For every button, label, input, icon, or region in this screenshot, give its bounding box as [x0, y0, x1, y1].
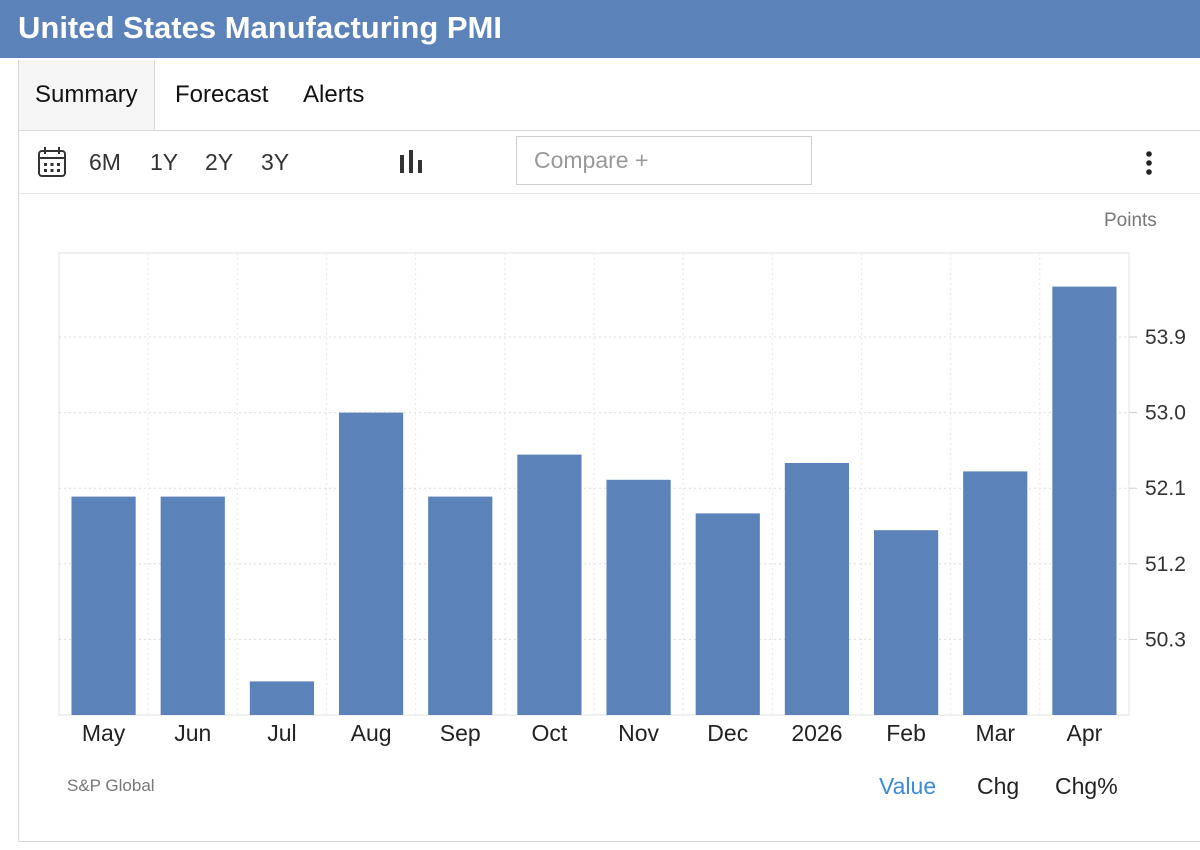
- x-tick-label: Nov: [618, 720, 659, 746]
- x-tick-label: May: [82, 720, 126, 746]
- bar-jul: [249, 681, 315, 715]
- y-tick-label: 53.9: [1145, 326, 1186, 349]
- page-title: United States Manufacturing PMI: [18, 10, 502, 45]
- y-tick-label: 52.1: [1145, 477, 1186, 500]
- bar-2026: [784, 463, 850, 715]
- bar-may: [71, 496, 136, 715]
- tab-summary[interactable]: Summary: [19, 60, 155, 130]
- view-value-button[interactable]: Value: [879, 773, 937, 799]
- source-label: S&P Global: [67, 776, 155, 795]
- calendar-icon[interactable]: [37, 146, 67, 178]
- x-tick-label: 2026: [791, 720, 842, 746]
- compare-input[interactable]: [532, 137, 806, 184]
- range-6m-button[interactable]: 6M: [89, 149, 121, 175]
- range-3y-button[interactable]: 3Y: [261, 149, 290, 175]
- view-chg-percent-button[interactable]: Chg%: [1055, 773, 1118, 799]
- view-chg-button[interactable]: Chg: [977, 773, 1020, 799]
- range-2y-button[interactable]: 2Y: [205, 149, 234, 175]
- x-tick-label: Dec: [707, 720, 748, 746]
- tab-alerts[interactable]: Alerts: [303, 81, 365, 108]
- bar-chart: 50.3 51.2 52.1 53.0 53.9 May Jun Jul Aug Sep Oct No…: [58, 252, 1186, 746]
- bar-chart-icon[interactable]: [399, 149, 423, 175]
- x-tick-label: Apr: [1067, 720, 1103, 746]
- bar-jun: [160, 496, 225, 715]
- bar-sep: [428, 496, 493, 715]
- range-1y-button[interactable]: 1Y: [150, 149, 179, 175]
- bar-mar: [963, 471, 1028, 715]
- bar-aug: [338, 412, 404, 715]
- page-header: United States Manufacturing PMI: [0, 0, 1200, 58]
- chart-card: 6M 1Y 2Y 3Y Points 50.3 51.2 52.1 53.0 53.9 M…: [18, 131, 1200, 842]
- bar-dec: [695, 513, 760, 715]
- bar-nov: [606, 479, 671, 715]
- x-tick-label: Aug: [351, 720, 392, 746]
- y-tick-label: 53.0: [1145, 402, 1186, 425]
- x-tick-label: Jul: [267, 720, 296, 746]
- x-tick-label: Sep: [440, 720, 481, 746]
- x-tick-label: Mar: [975, 720, 1015, 746]
- y-tick-label: 51.2: [1145, 553, 1186, 576]
- bar-feb: [873, 530, 939, 715]
- bar-oct: [517, 454, 582, 715]
- x-tick-label: Jun: [174, 720, 211, 746]
- y-axis-unit-label: Points: [1104, 210, 1157, 231]
- more-vertical-icon[interactable]: [1141, 149, 1157, 177]
- x-tick-label: Oct: [532, 720, 568, 746]
- compare-field[interactable]: [516, 136, 812, 185]
- x-tick-label: Feb: [886, 720, 926, 746]
- tab-bar: Summary Forecast Alerts: [18, 60, 1200, 131]
- y-tick-label: 50.3: [1145, 628, 1186, 651]
- bar-apr: [1052, 286, 1117, 715]
- tab-forecast[interactable]: Forecast: [175, 81, 269, 108]
- chart-toolbar: 6M 1Y 2Y 3Y: [19, 131, 1200, 194]
